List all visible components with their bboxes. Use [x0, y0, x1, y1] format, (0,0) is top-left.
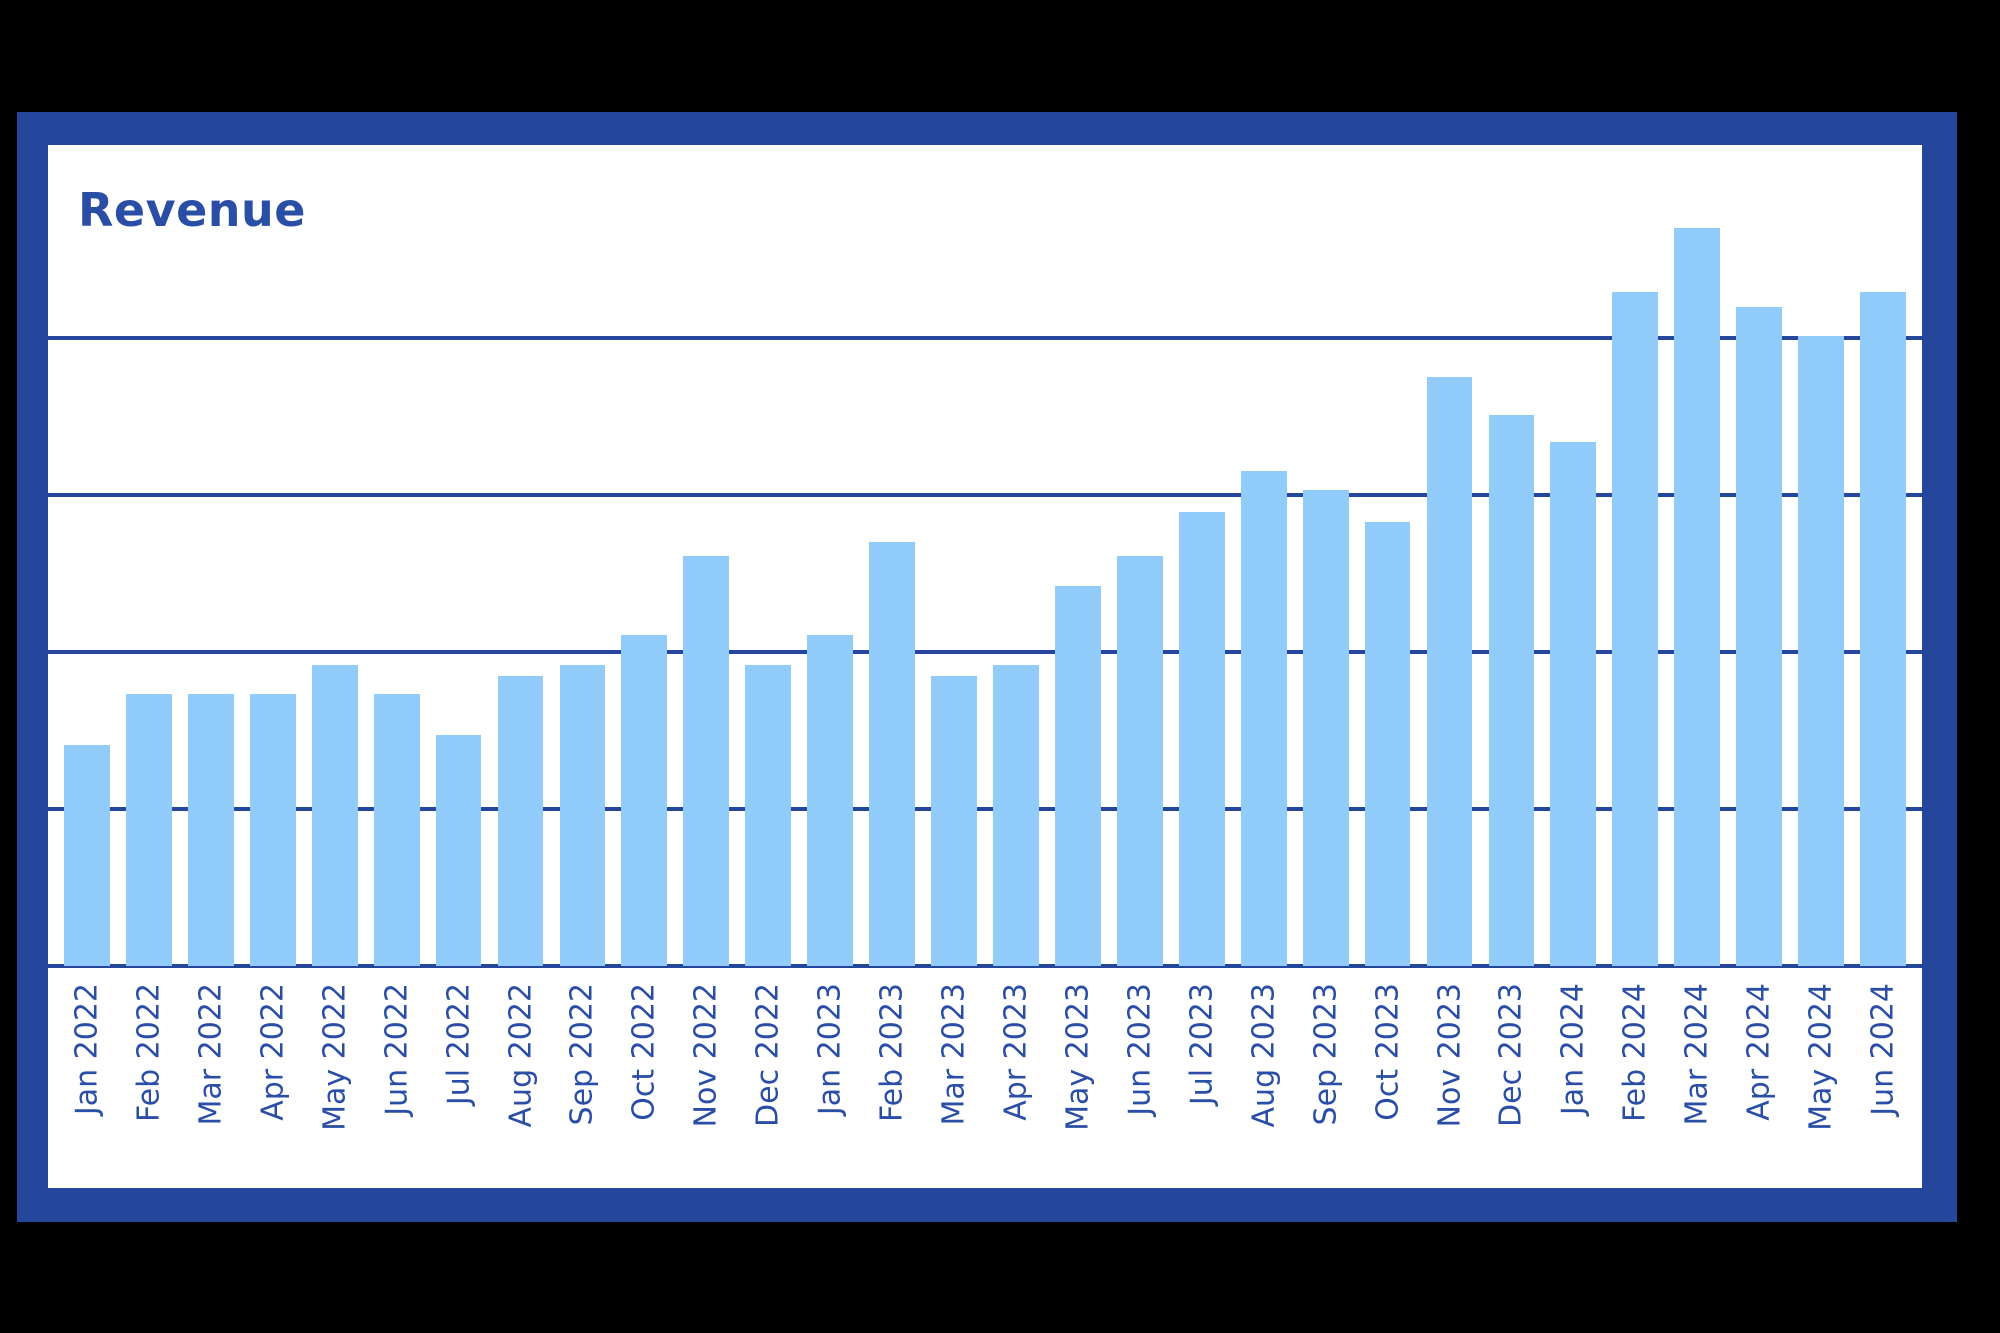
chart-title: Revenue [78, 183, 306, 237]
x-tick-label-text: Mar 2024 [1679, 983, 1715, 1126]
x-tick-label: Mar 2023 [924, 983, 984, 1173]
x-tick-label: Jun 2022 [367, 983, 427, 1173]
bar [931, 675, 977, 966]
bar [1364, 521, 1411, 966]
x-tick-label: May 2023 [1048, 983, 1108, 1173]
x-tick-label-text: Dec 2022 [750, 983, 786, 1127]
x-tick-label: Jun 2024 [1853, 983, 1913, 1173]
bar [1736, 306, 1783, 966]
x-tick-label-text: Apr 2024 [1741, 983, 1777, 1121]
x-tick-label: Nov 2022 [676, 983, 736, 1173]
x-tick-label: Apr 2024 [1729, 983, 1789, 1173]
x-tick-label-text: Aug 2023 [1246, 983, 1282, 1128]
x-tick-label-text: Feb 2024 [1617, 983, 1653, 1122]
x-tick-label-text: Nov 2022 [688, 983, 724, 1128]
x-tick-label: Oct 2023 [1358, 983, 1418, 1173]
x-tick-label: Jul 2023 [1172, 983, 1232, 1173]
bar [64, 744, 110, 966]
x-tick-label-text: May 2024 [1803, 983, 1839, 1131]
x-axis-baseline [48, 964, 1922, 968]
x-tick-label: Aug 2023 [1234, 983, 1294, 1173]
bar [1860, 292, 1906, 966]
x-tick-label: Sep 2022 [552, 983, 612, 1173]
x-tick-label-text: Feb 2022 [131, 983, 167, 1122]
bar [869, 542, 915, 966]
x-tick-label: Sep 2023 [1296, 983, 1356, 1173]
bar [373, 694, 420, 966]
gridline [48, 493, 1922, 497]
x-tick-label: Aug 2022 [491, 983, 551, 1173]
bar [435, 735, 482, 966]
bar [187, 694, 234, 966]
x-tick-label: Mar 2024 [1667, 983, 1727, 1173]
bar [621, 634, 668, 966]
x-tick-label-text: Aug 2022 [503, 983, 538, 1128]
bar [1488, 414, 1535, 966]
x-tick-label-text: Apr 2023 [998, 983, 1034, 1121]
x-tick-label: Jul 2022 [429, 983, 489, 1173]
x-tick-label: Apr 2022 [243, 983, 303, 1173]
x-tick-label-text: Jun 2022 [379, 983, 415, 1116]
x-tick-label-text: Oct 2022 [626, 983, 662, 1121]
bar [559, 664, 606, 966]
bar [311, 664, 358, 966]
x-tick-label-text: Jul 2022 [441, 983, 477, 1106]
x-tick-label: Dec 2022 [738, 983, 798, 1173]
x-tick-label: Dec 2023 [1481, 983, 1541, 1173]
x-tick-label-text: Jul 2023 [1184, 983, 1220, 1106]
bar [807, 634, 854, 966]
x-tick-label-text: Jun 2023 [1122, 983, 1158, 1116]
x-tick-label: May 2024 [1791, 983, 1851, 1173]
x-tick-label: Feb 2022 [119, 983, 179, 1173]
bar [249, 694, 296, 966]
x-tick-label-text: Feb 2023 [874, 983, 910, 1122]
x-tick-label-text: Sep 2022 [564, 983, 600, 1126]
x-tick-label-text: Mar 2023 [936, 983, 972, 1126]
chart-frame: Revenue Jan 2022 Feb 2022 Mar 2022 Apr 2022… [17, 112, 1957, 1222]
x-tick-label-text: Nov 2023 [1432, 983, 1467, 1128]
x-tick-label-text: Dec 2023 [1493, 983, 1529, 1127]
gridline [48, 807, 1922, 811]
plot-area [48, 145, 1922, 968]
x-tick-label-text: Apr 2022 [255, 983, 291, 1121]
x-tick-label: Jan 2023 [800, 983, 860, 1173]
gridline [48, 650, 1922, 654]
x-tick-label: Jan 2022 [57, 983, 117, 1173]
x-tick-label: Jan 2024 [1543, 983, 1603, 1173]
bar [993, 664, 1039, 966]
bar [745, 664, 792, 966]
bar [1674, 228, 1721, 966]
bar [1550, 441, 1597, 966]
x-tick-label-text: Jan 2024 [1555, 983, 1591, 1116]
x-tick-label: Apr 2023 [986, 983, 1046, 1173]
x-tick-label: Nov 2023 [1420, 983, 1480, 1173]
x-tick-label: May 2022 [305, 983, 365, 1173]
x-tick-label-text: Mar 2022 [193, 983, 229, 1126]
x-tick-label-text: Jun 2024 [1865, 983, 1901, 1116]
bar [1178, 512, 1225, 966]
gridline [48, 336, 1922, 340]
x-tick-label-text: Jan 2023 [812, 983, 848, 1116]
x-tick-label-text: May 2022 [317, 983, 353, 1131]
x-tick-label-text: May 2023 [1060, 983, 1096, 1131]
bar [125, 694, 172, 966]
bar [1426, 377, 1473, 966]
x-tick-label: Oct 2022 [614, 983, 674, 1173]
bar [497, 675, 544, 966]
x-tick-label: Mar 2022 [181, 983, 241, 1173]
bar [1054, 586, 1101, 966]
x-tick-label: Feb 2023 [862, 983, 922, 1173]
bar [1116, 556, 1163, 966]
chart-panel: Revenue Jan 2022 Feb 2022 Mar 2022 Apr 2022… [48, 145, 1922, 1188]
x-tick-label-text: Jan 2022 [69, 983, 105, 1116]
x-tick-label: Jun 2023 [1110, 983, 1170, 1173]
x-tick-label: Feb 2024 [1605, 983, 1665, 1173]
bar [1798, 336, 1844, 966]
bar [1302, 490, 1349, 966]
bar [1240, 471, 1287, 966]
bar [1612, 292, 1659, 966]
x-tick-label-text: Sep 2023 [1308, 983, 1344, 1126]
bar [683, 556, 730, 966]
x-tick-label-text: Oct 2023 [1370, 983, 1406, 1121]
